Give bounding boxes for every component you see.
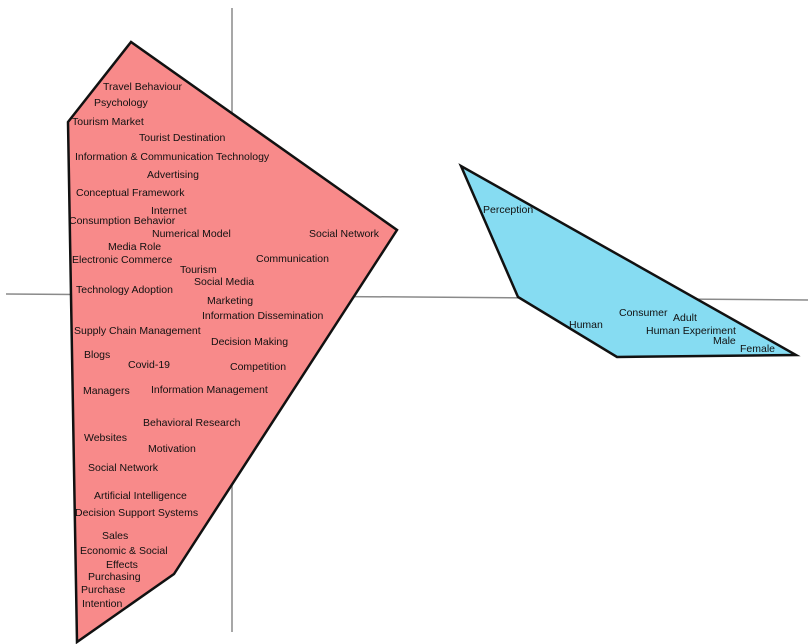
keyword-label: Male [713, 335, 736, 347]
keyword-label: Competition [230, 361, 286, 373]
keyword-label: Blogs [84, 349, 110, 361]
keyword-label: Consumer [619, 307, 668, 319]
keyword-label: Information Management [151, 384, 268, 396]
keyword-label: Effects [106, 559, 138, 571]
keyword-label: Tourism [180, 264, 217, 276]
keyword-label: Sales [102, 530, 128, 542]
keyword-label: Communication [256, 253, 329, 265]
blue-cluster-hull [458, 163, 801, 359]
keyword-label: Motivation [148, 443, 196, 455]
keyword-label: Behavioral Research [143, 417, 241, 429]
keyword-label: Conceptual Framework [76, 187, 185, 199]
keyword-label: Supply Chain Management [74, 325, 201, 337]
keyword-label: Human Experiment [646, 325, 736, 337]
keyword-label: Decision Making [211, 336, 288, 348]
keyword-label: Purchase [81, 584, 126, 596]
keyword-label: Covid-19 [128, 359, 170, 371]
keyword-label: Social Network [88, 462, 159, 474]
keyword-label: Perception [483, 204, 533, 216]
keyword-label: Adult [673, 312, 697, 324]
keyword-label: Media Role [108, 241, 161, 253]
keyword-label: Numerical Model [152, 228, 231, 240]
keyword-label: Technology Adoption [76, 284, 173, 296]
keyword-label: Internet [151, 205, 187, 217]
keyword-label: Tourism Market [72, 116, 144, 128]
keyword-label: Economic & Social [80, 545, 168, 557]
keyword-label: Psychology [94, 97, 148, 109]
keyword-label: Websites [84, 432, 127, 444]
keyword-label: Information & Communication Technology [75, 151, 270, 163]
keyword-label: Female [740, 343, 775, 355]
red-cluster-labels: Travel Behaviour Psychology Tourism Market… [69, 81, 380, 610]
keyword-label: Managers [83, 385, 130, 397]
keyword-label: Intention [82, 598, 122, 610]
keyword-label: Information Dissemination [202, 310, 324, 322]
keyword-label: Artificial Intelligence [94, 490, 187, 502]
keyword-label: Advertising [147, 169, 199, 181]
keyword-label: Tourist Destination [139, 132, 226, 144]
keyword-label: Social Media [194, 276, 254, 288]
keyword-label: Purchasing [88, 571, 141, 583]
keyword-label: Marketing [207, 295, 253, 307]
keyword-label: Travel Behaviour [103, 81, 182, 93]
keyword-label: Consumption Behavior [69, 215, 176, 227]
keyword-label: Electronic Commerce [72, 254, 173, 266]
keyword-label: Human [569, 319, 603, 331]
red-cluster-hull [66, 40, 399, 644]
keyword-label: Decision Support Systems [75, 507, 198, 519]
keyword-label: Social Network [309, 228, 380, 240]
